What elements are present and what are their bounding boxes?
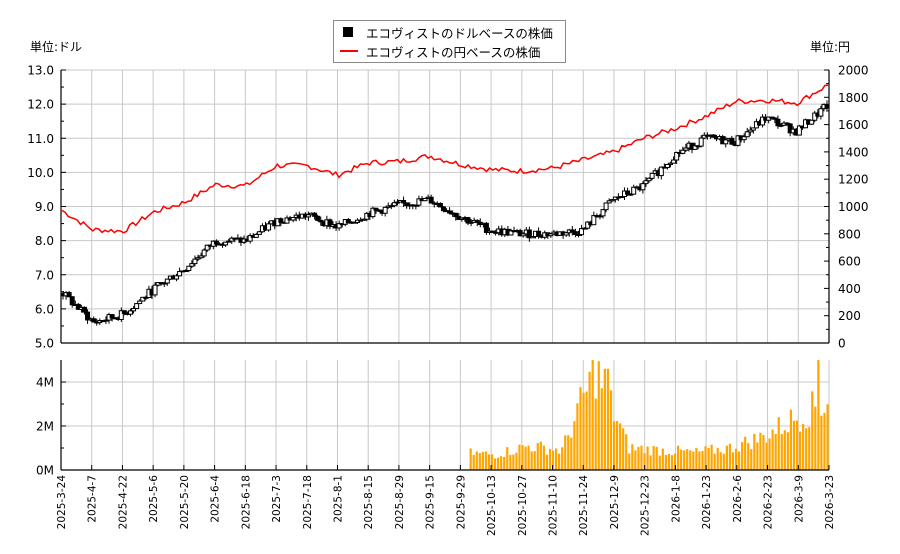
svg-text:0: 0 (838, 337, 846, 351)
left-axis-unit: 単位:ドル (30, 40, 83, 54)
svg-text:7.0: 7.0 (35, 268, 54, 282)
black-square-icon (343, 27, 353, 37)
svg-text:1600: 1600 (838, 118, 869, 132)
x-tick-label: 2025-6-4 (210, 475, 222, 523)
x-tick-label: 2025-4-22 (117, 475, 129, 529)
x-tick-label: 2025-8-1 (332, 475, 344, 523)
red-line-icon (340, 50, 358, 52)
x-tick-label: 2026-2-23 (763, 475, 775, 529)
x-tick-label: 2025-7-3 (271, 475, 283, 523)
x-tick-label: 2025-9-29 (455, 475, 467, 529)
x-tick-label: 2025-10-27 (517, 475, 529, 536)
legend-item-usd: エコヴィストのドルベースの株価 (340, 23, 553, 41)
x-tick-label: 2025-7-18 (302, 475, 314, 529)
x-tick-label: 2025-6-18 (240, 475, 252, 529)
legend: エコヴィストのドルベースの株価 エコヴィストの円ベースの株価 (333, 20, 566, 63)
x-tick-label: 2026-1-23 (701, 475, 713, 529)
x-tick-label: 2026-3-23 (824, 475, 836, 529)
svg-text:6.0: 6.0 (35, 302, 54, 316)
x-tick-label: 2025-11-24 (578, 475, 590, 536)
x-tick-label: 2025-5-20 (179, 475, 191, 529)
x-tick-label: 2025-9-15 (425, 475, 437, 529)
x-tick-label: 2026-1-8 (670, 475, 682, 523)
x-tick-label: 2026-3-9 (793, 475, 805, 523)
svg-text:12.0: 12.0 (27, 98, 54, 112)
x-tick-label: 2025-12-23 (640, 475, 652, 536)
x-tick-label: 2025-11-10 (548, 475, 560, 536)
svg-text:10.0: 10.0 (27, 166, 54, 180)
svg-text:9.0: 9.0 (35, 200, 54, 214)
legend-label-usd: エコヴィストのドルベースの株価 (366, 25, 553, 41)
svg-text:5.0: 5.0 (35, 337, 54, 351)
svg-text:1200: 1200 (838, 173, 869, 187)
svg-text:800: 800 (838, 227, 861, 241)
x-tick-label: 2026-2-6 (732, 475, 744, 523)
x-tick-label: 2025-8-29 (394, 475, 406, 529)
svg-text:8.0: 8.0 (35, 234, 54, 248)
x-tick-label: 2025-5-6 (148, 475, 160, 523)
legend-item-jpy: エコヴィストの円ベースの株価 (340, 42, 540, 60)
x-tick-label: 2025-3-24 (56, 475, 68, 530)
volume-bars (469, 360, 829, 470)
jpy-price-line (61, 84, 829, 234)
svg-text:0M: 0M (36, 464, 54, 478)
x-tick-label: 2025-10-13 (486, 475, 498, 536)
svg-text:2M: 2M (36, 420, 54, 434)
svg-text:1000: 1000 (838, 200, 869, 214)
svg-text:11.0: 11.0 (27, 132, 54, 146)
svg-text:2000: 2000 (838, 64, 869, 78)
x-tick-label: 2025-12-9 (609, 475, 621, 529)
right-axis-unit: 単位:円 (810, 40, 851, 54)
svg-text:400: 400 (838, 282, 861, 296)
svg-text:600: 600 (838, 255, 861, 269)
x-tick-label: 2025-8-15 (363, 475, 375, 529)
svg-text:13.0: 13.0 (27, 64, 54, 78)
svg-text:1800: 1800 (838, 91, 869, 105)
usd-candles (60, 100, 830, 326)
price-panel: 5.0 6.0 7.0 8.0 9.0 10.0 11.0 12.0 13.0 0 200 400 60… (27, 64, 868, 537)
x-tick-label: 2025-4-7 (87, 475, 99, 523)
svg-text:1400: 1400 (838, 145, 869, 159)
svg-text:200: 200 (838, 309, 861, 323)
legend-label-jpy: エコヴィストの円ベースの株価 (366, 44, 541, 60)
svg-text:4M: 4M (36, 376, 54, 390)
